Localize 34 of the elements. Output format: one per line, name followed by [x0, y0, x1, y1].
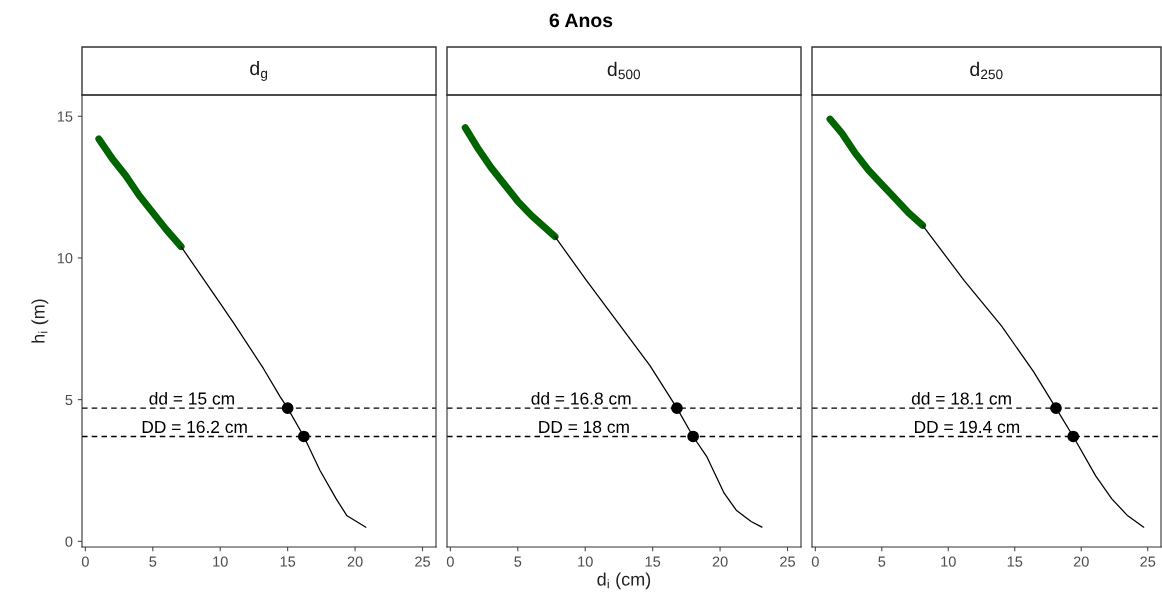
x-tick-label: 5	[878, 556, 886, 567]
x-tick-label: 0	[446, 556, 454, 567]
x-tick-label: 15	[280, 556, 296, 567]
x-tick-label: 20	[1073, 556, 1089, 567]
chart-subtitle: d$_{500}$	[607, 61, 641, 80]
annotation: DD = 18 cm	[539, 420, 629, 434]
y-tick-label: 5	[65, 394, 73, 406]
x-tick-label: 20	[347, 556, 363, 567]
y-tick-label: 15	[57, 111, 73, 122]
x-tick-label: 10	[213, 556, 228, 567]
x-tick-label: 5	[514, 556, 522, 567]
x-tick-label: 10	[578, 556, 593, 567]
x-tick-label: 20	[712, 556, 728, 567]
y-axis-title: h$_{i}$ (m)	[31, 299, 49, 343]
chart-title: 6 Anos	[549, 13, 613, 28]
x-tick-label: 25	[1140, 556, 1156, 567]
annotation: DD = 16.2 cm	[142, 420, 247, 434]
x-tick-label: 15	[645, 556, 661, 567]
chart-subtitle: d$_{250}$	[970, 61, 1003, 80]
annotation: DD = 19.4 cm	[915, 420, 1020, 434]
annotation: dd = 16.8 cm	[531, 391, 631, 405]
y-tick-label: 10	[57, 253, 73, 264]
annotation: dd = 18.1 cm	[911, 391, 1011, 405]
x-tick-label: 15	[1007, 556, 1023, 567]
x-tick-label: 25	[415, 556, 431, 567]
x-tick-label: 10	[941, 556, 956, 567]
y-tick-label: 0	[65, 536, 73, 547]
x-tick-label: 0	[811, 556, 819, 567]
chart-subtitle: d$_{g}$	[250, 60, 268, 81]
annotation: dd = 15 cm	[149, 391, 234, 405]
x-tick-label: 0	[81, 556, 89, 567]
x-axis-title: d$_{i}$ (cm)	[597, 572, 651, 590]
x-tick-label: 25	[780, 556, 796, 567]
x-tick-label: 5	[149, 556, 157, 567]
